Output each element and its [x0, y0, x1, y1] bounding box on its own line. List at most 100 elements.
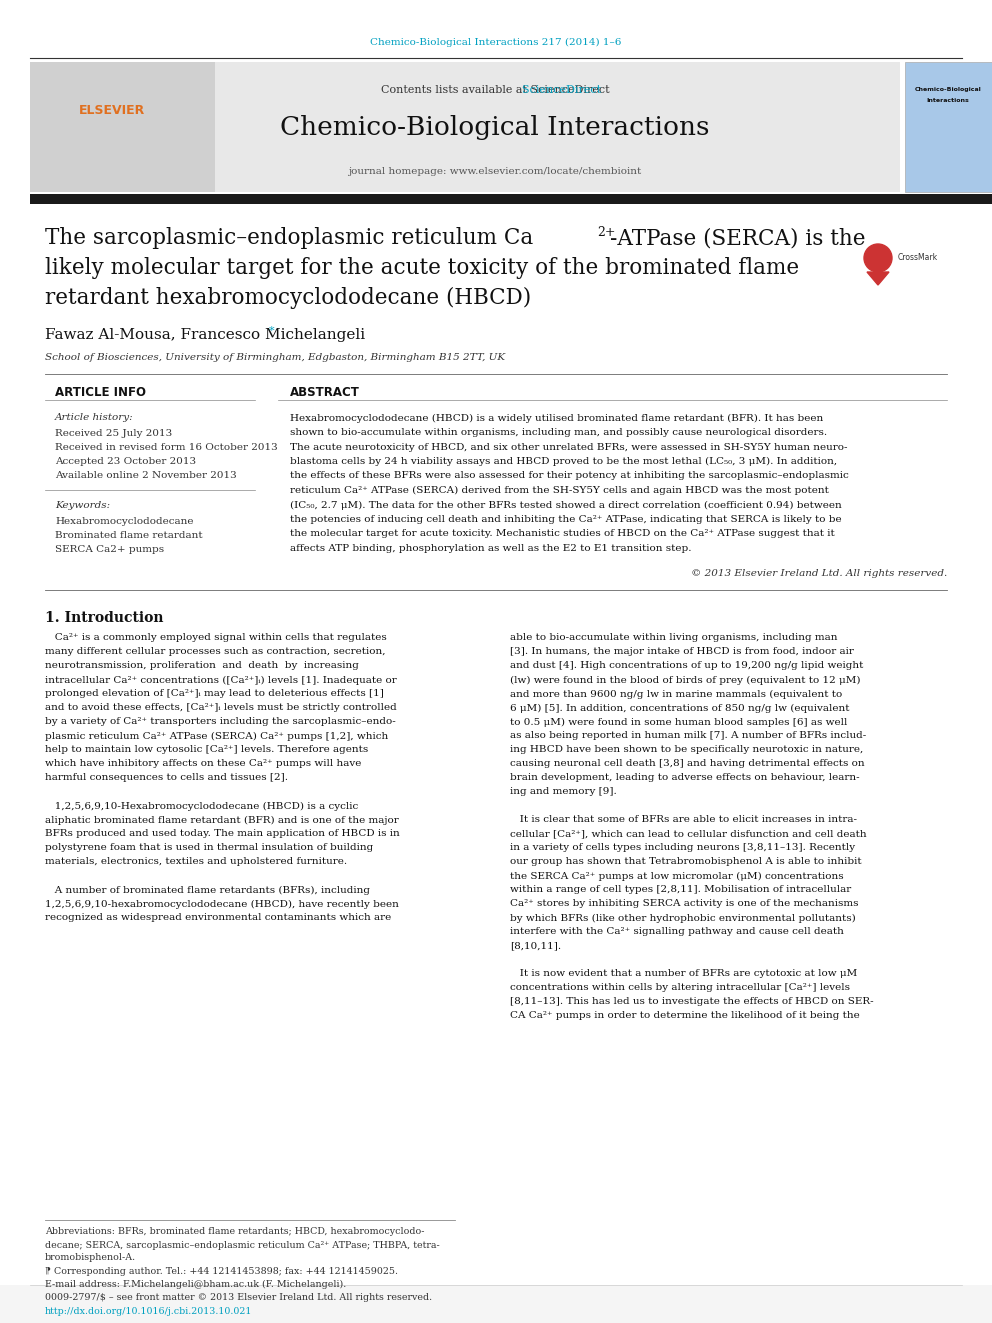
Text: in a variety of cells types including neurons [3,8,11–13]. Recently: in a variety of cells types including ne… — [510, 844, 855, 852]
Text: retardant hexabromocyclododecane (HBCD): retardant hexabromocyclododecane (HBCD) — [45, 287, 532, 310]
Text: able to bio-accumulate within living organisms, including man: able to bio-accumulate within living org… — [510, 634, 837, 643]
Text: *: * — [269, 325, 275, 336]
Bar — [30, 62, 215, 192]
Text: Available online 2 November 2013: Available online 2 November 2013 — [55, 471, 237, 479]
Text: our group has shown that Tetrabromobisphenol A is able to inhibit: our group has shown that Tetrabromobisph… — [510, 857, 862, 867]
Text: 1,2,5,6,9,10-Hexabromocyclododecane (HBCD) is a cyclic: 1,2,5,6,9,10-Hexabromocyclododecane (HBC… — [45, 802, 358, 811]
Text: E-mail address: F.Michelangeli@bham.ac.uk (F. Michelangeli).: E-mail address: F.Michelangeli@bham.ac.u… — [45, 1279, 346, 1289]
Text: cellular [Ca²⁺], which can lead to cellular disfunction and cell death: cellular [Ca²⁺], which can lead to cellu… — [510, 830, 867, 839]
Text: [8,10,11].: [8,10,11]. — [510, 942, 561, 950]
Text: the effects of these BFRs were also assessed for their potency at inhibiting the: the effects of these BFRs were also asse… — [290, 471, 849, 480]
Text: Chemico-Biological Interactions 217 (2014) 1–6: Chemico-Biological Interactions 217 (201… — [370, 37, 622, 46]
Bar — [0, 1285, 992, 1323]
Circle shape — [864, 243, 892, 273]
Text: intracellular Ca²⁺ concentrations ([Ca²⁺]ᵢ) levels [1]. Inadequate or: intracellular Ca²⁺ concentrations ([Ca²⁺… — [45, 676, 397, 684]
Text: Received in revised form 16 October 2013: Received in revised form 16 October 2013 — [55, 442, 278, 451]
Text: Hexabromocyclododecane (HBCD) is a widely utilised brominated flame retardant (B: Hexabromocyclododecane (HBCD) is a widel… — [290, 413, 823, 422]
Text: ⁋ Corresponding author. Tel.: +44 12141453898; fax: +44 12141459025.: ⁋ Corresponding author. Tel.: +44 121414… — [45, 1266, 398, 1275]
Text: interfere with the Ca²⁺ signalling pathway and cause cell death: interfere with the Ca²⁺ signalling pathw… — [510, 927, 844, 937]
Text: brain development, leading to adverse effects on behaviour, learn-: brain development, leading to adverse ef… — [510, 774, 860, 782]
Text: neurotransmission, proliferation  and  death  by  increasing: neurotransmission, proliferation and dea… — [45, 662, 359, 671]
Text: Contents lists available at ScienceDirect: Contents lists available at ScienceDirec… — [381, 85, 609, 95]
Text: by which BFRs (like other hydrophobic environmental pollutants): by which BFRs (like other hydrophobic en… — [510, 913, 856, 922]
Text: journal homepage: www.elsevier.com/locate/chembioint: journal homepage: www.elsevier.com/locat… — [348, 168, 642, 176]
Text: reticulum Ca²⁺ ATPase (SERCA) derived from the SH-SY5Y cells and again HBCD was : reticulum Ca²⁺ ATPase (SERCA) derived fr… — [290, 486, 829, 495]
Text: http://dx.doi.org/10.1016/j.cbi.2013.10.021: http://dx.doi.org/10.1016/j.cbi.2013.10.… — [45, 1307, 252, 1315]
Text: Interactions: Interactions — [927, 98, 969, 102]
Text: Hexabromocyclododecane: Hexabromocyclododecane — [55, 516, 193, 525]
Text: Brominated flame retardant: Brominated flame retardant — [55, 531, 202, 540]
Text: ARTICLE INFO: ARTICLE INFO — [55, 386, 146, 400]
Text: [3]. In humans, the major intake of HBCD is from food, indoor air: [3]. In humans, the major intake of HBCD… — [510, 647, 854, 656]
Text: materials, electronics, textiles and upholstered furniture.: materials, electronics, textiles and uph… — [45, 857, 347, 867]
Text: aliphatic brominated flame retardant (BFR) and is one of the major: aliphatic brominated flame retardant (BF… — [45, 815, 399, 824]
Text: to 0.5 μM) were found in some human blood samples [6] as well: to 0.5 μM) were found in some human bloo… — [510, 717, 847, 726]
Text: Fawaz Al-Mousa, Francesco Michelangeli: Fawaz Al-Mousa, Francesco Michelangeli — [45, 328, 365, 343]
Text: Received 25 July 2013: Received 25 July 2013 — [55, 429, 173, 438]
Text: the potencies of inducing cell death and inhibiting the Ca²⁺ ATPase, indicating : the potencies of inducing cell death and… — [290, 515, 841, 524]
Text: polystyrene foam that is used in thermal insulation of building: polystyrene foam that is used in thermal… — [45, 844, 373, 852]
Text: causing neuronal cell death [3,8] and having detrimental effects on: causing neuronal cell death [3,8] and ha… — [510, 759, 865, 769]
Text: prolonged elevation of [Ca²⁺]ᵢ may lead to deleterious effects [1]: prolonged elevation of [Ca²⁺]ᵢ may lead … — [45, 689, 384, 699]
Text: concentrations within cells by altering intracellular [Ca²⁺] levels: concentrations within cells by altering … — [510, 983, 850, 992]
Text: which have inhibitory affects on these Ca²⁺ pumps will have: which have inhibitory affects on these C… — [45, 759, 361, 769]
Text: and to avoid these effects, [Ca²⁺]ᵢ levels must be strictly controlled: and to avoid these effects, [Ca²⁺]ᵢ leve… — [45, 704, 397, 713]
Text: CrossMark: CrossMark — [898, 254, 938, 262]
Text: decane; SERCA, sarcoplasmic–endoplasmic reticulum Ca²⁺ ATPase; THBPA, tetra-: decane; SERCA, sarcoplasmic–endoplasmic … — [45, 1241, 439, 1249]
Text: [8,11–13]. This has led us to investigate the effects of HBCD on SER-: [8,11–13]. This has led us to investigat… — [510, 998, 874, 1007]
Text: (lw) were found in the blood of birds of prey (equivalent to 12 μM): (lw) were found in the blood of birds of… — [510, 676, 860, 684]
Text: likely molecular target for the acute toxicity of the brominated flame: likely molecular target for the acute to… — [45, 257, 800, 279]
Text: © 2013 Elsevier Ireland Ltd. All rights reserved.: © 2013 Elsevier Ireland Ltd. All rights … — [690, 569, 947, 578]
Text: and more than 9600 ng/g lw in marine mammals (equivalent to: and more than 9600 ng/g lw in marine mam… — [510, 689, 842, 699]
Text: Chemico-Biological Interactions: Chemico-Biological Interactions — [281, 115, 709, 140]
Text: and dust [4]. High concentrations of up to 19,200 ng/g lipid weight: and dust [4]. High concentrations of up … — [510, 662, 863, 671]
Text: Chemico-Biological: Chemico-Biological — [915, 87, 981, 93]
Text: by a variety of Ca²⁺ transporters including the sarcoplasmic–endo-: by a variety of Ca²⁺ transporters includ… — [45, 717, 396, 726]
Text: It is now evident that a number of BFRs are cytotoxic at low μM: It is now evident that a number of BFRs … — [510, 970, 857, 979]
Text: Ca²⁺ is a commonly employed signal within cells that regulates: Ca²⁺ is a commonly employed signal withi… — [45, 634, 387, 643]
Text: ABSTRACT: ABSTRACT — [290, 386, 360, 400]
Text: bromobisphenol-A.: bromobisphenol-A. — [45, 1253, 136, 1262]
Text: 1,2,5,6,9,10-hexabromocyclododecane (HBCD), have recently been: 1,2,5,6,9,10-hexabromocyclododecane (HBC… — [45, 900, 399, 909]
Text: ELSEVIER: ELSEVIER — [79, 103, 145, 116]
Text: harmful consequences to cells and tissues [2].: harmful consequences to cells and tissue… — [45, 774, 288, 782]
Text: help to maintain low cytosolic [Ca²⁺] levels. Therefore agents: help to maintain low cytosolic [Ca²⁺] le… — [45, 745, 368, 754]
Text: blastoma cells by 24 h viability assays and HBCD proved to be the most lethal (L: blastoma cells by 24 h viability assays … — [290, 456, 837, 466]
Text: It is clear that some of BFRs are able to elicit increases in intra-: It is clear that some of BFRs are able t… — [510, 815, 857, 824]
Text: ing and memory [9].: ing and memory [9]. — [510, 787, 617, 796]
Bar — [905, 62, 992, 192]
Polygon shape — [867, 273, 889, 284]
Text: shown to bio-accumulate within organisms, including man, and possibly cause neur: shown to bio-accumulate within organisms… — [290, 429, 827, 437]
Text: plasmic reticulum Ca²⁺ ATPase (SERCA) Ca²⁺ pumps [1,2], which: plasmic reticulum Ca²⁺ ATPase (SERCA) Ca… — [45, 732, 388, 741]
Text: Accepted 23 October 2013: Accepted 23 October 2013 — [55, 456, 196, 466]
Text: Keywords:: Keywords: — [55, 501, 110, 511]
Text: Abbreviations: BFRs, brominated flame retardants; HBCD, hexabromocyclodo-: Abbreviations: BFRs, brominated flame re… — [45, 1228, 425, 1237]
Text: SERCA Ca2+ pumps: SERCA Ca2+ pumps — [55, 545, 164, 553]
Text: The sarcoplasmic–endoplasmic reticulum Ca: The sarcoplasmic–endoplasmic reticulum C… — [45, 228, 534, 249]
Text: The acute neurotoxicity of HBCD, and six other unrelated BFRs, were assessed in : The acute neurotoxicity of HBCD, and six… — [290, 442, 847, 451]
Text: ScienceDirect: ScienceDirect — [389, 85, 601, 95]
Text: many different cellular processes such as contraction, secretion,: many different cellular processes such a… — [45, 647, 386, 656]
Text: School of Biosciences, University of Birmingham, Edgbaston, Birmingham B15 2TT, : School of Biosciences, University of Bir… — [45, 353, 505, 363]
Text: Ca²⁺ stores by inhibiting SERCA activity is one of the mechanisms: Ca²⁺ stores by inhibiting SERCA activity… — [510, 900, 858, 909]
Text: 6 μM) [5]. In addition, concentrations of 850 ng/g lw (equivalent: 6 μM) [5]. In addition, concentrations o… — [510, 704, 849, 713]
Text: Article history:: Article history: — [55, 414, 134, 422]
Bar — [30, 194, 992, 204]
Text: (IC₅₀, 2.7 μM). The data for the other BFRs tested showed a direct correlation (: (IC₅₀, 2.7 μM). The data for the other B… — [290, 500, 842, 509]
Text: 2+: 2+ — [597, 225, 615, 238]
Bar — [855, 225, 935, 284]
Text: -ATPase (SERCA) is the: -ATPase (SERCA) is the — [610, 228, 865, 249]
Text: CA Ca²⁺ pumps in order to determine the likelihood of it being the: CA Ca²⁺ pumps in order to determine the … — [510, 1012, 860, 1020]
Text: 0009-2797/$ – see front matter © 2013 Elsevier Ireland Ltd. All rights reserved.: 0009-2797/$ – see front matter © 2013 El… — [45, 1293, 433, 1302]
Text: the SERCA Ca²⁺ pumps at low micromolar (μM) concentrations: the SERCA Ca²⁺ pumps at low micromolar (… — [510, 872, 843, 881]
Text: ing HBCD have been shown to be specifically neurotoxic in nature,: ing HBCD have been shown to be specifica… — [510, 745, 863, 754]
Text: as also being reported in human milk [7]. A number of BFRs includ-: as also being reported in human milk [7]… — [510, 732, 866, 741]
Text: the molecular target for acute toxicity. Mechanistic studies of HBCD on the Ca²⁺: the molecular target for acute toxicity.… — [290, 529, 834, 538]
Text: affects ATP binding, phosphorylation as well as the E2 to E1 transition step.: affects ATP binding, phosphorylation as … — [290, 544, 691, 553]
Text: 1. Introduction: 1. Introduction — [45, 611, 164, 624]
Bar — [30, 62, 900, 192]
Text: BFRs produced and used today. The main application of HBCD is in: BFRs produced and used today. The main a… — [45, 830, 400, 839]
Text: recognized as widespread environmental contaminants which are: recognized as widespread environmental c… — [45, 913, 391, 922]
Text: within a range of cell types [2,8,11]. Mobilisation of intracellular: within a range of cell types [2,8,11]. M… — [510, 885, 851, 894]
Text: A number of brominated flame retardants (BFRs), including: A number of brominated flame retardants … — [45, 885, 370, 894]
